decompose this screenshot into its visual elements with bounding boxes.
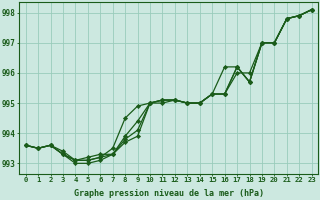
X-axis label: Graphe pression niveau de la mer (hPa): Graphe pression niveau de la mer (hPa): [74, 189, 264, 198]
